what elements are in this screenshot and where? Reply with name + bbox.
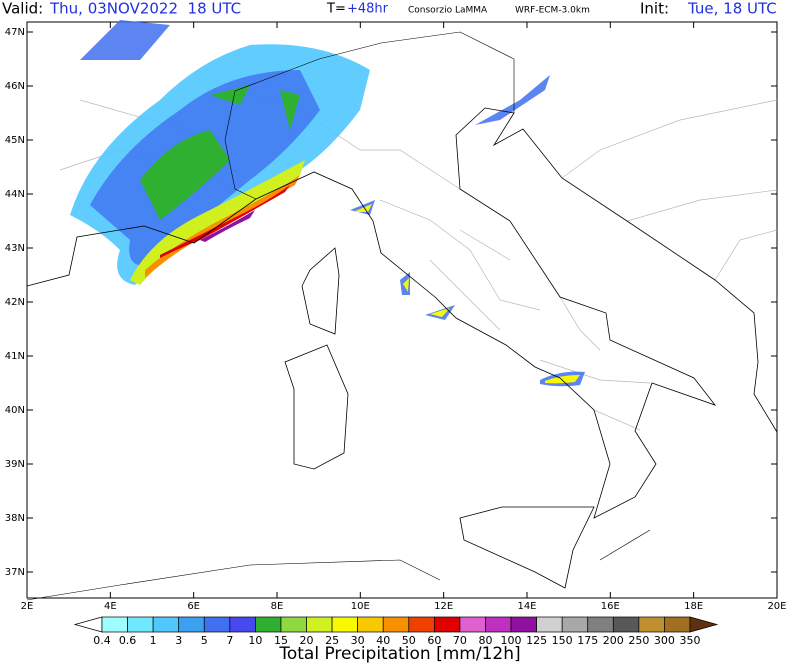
- colorbar-label: 50: [402, 634, 416, 647]
- precipitation: [70, 20, 585, 387]
- center-name: Consorzio LaMMA: [408, 6, 488, 16]
- lon-label: 8E: [271, 601, 284, 612]
- init-time: Tue, 18 UTC: [687, 0, 777, 18]
- model-name: WRF-ECM-3.0km: [515, 6, 590, 16]
- lat-label: 37N: [5, 567, 25, 578]
- colorbar-label: 10: [248, 634, 262, 647]
- lon-label: 18E: [684, 601, 703, 612]
- lon-label: 4E: [104, 601, 117, 612]
- lon-label: 2E: [21, 601, 34, 612]
- colorbar-box: [382, 616, 410, 633]
- map: [26, 20, 778, 601]
- colorbar-box: [561, 616, 589, 633]
- axes: 47N 46N 45N 44N 43N 42N 41N 40N 39N 38N 37N 2E 4E 6E 8…: [5, 22, 786, 612]
- lat-label: 43N: [5, 243, 25, 254]
- colorbar-box: [459, 616, 486, 633]
- colorbar-label: 250: [628, 634, 649, 647]
- lat-label: 46N: [5, 81, 25, 92]
- init-label: Init:: [640, 0, 669, 18]
- lat-label: 44N: [5, 189, 25, 200]
- colorbar-box: [408, 616, 435, 633]
- coastlines: [26, 31, 778, 601]
- lat-label: 42N: [5, 297, 25, 308]
- colorbar-label: 350: [680, 634, 701, 647]
- colorbar-label: 200: [603, 634, 624, 647]
- colorbar-box: [638, 616, 665, 633]
- colorbar: 0.4 0.6 1 3 5 7 10 15 20 25 30 40 50 60 70 80 100 125 150 1…: [73, 616, 719, 647]
- colorbar-box: [127, 616, 154, 633]
- t-label: T=: [326, 2, 346, 17]
- colorbar-box: [280, 616, 307, 633]
- colorbar-label: 80: [478, 634, 492, 647]
- map-frame: [26, 21, 778, 599]
- colorbar-box: [178, 616, 205, 633]
- colorbar-box: [485, 616, 512, 633]
- colorbar-label: 150: [552, 634, 573, 647]
- colorbar-label: 15: [274, 634, 288, 647]
- lat-label: 40N: [5, 405, 25, 416]
- colorbar-box: [612, 616, 640, 633]
- colorbar-box: [357, 616, 384, 633]
- lat-label: 39N: [5, 459, 25, 470]
- colorbar-box: [331, 616, 359, 633]
- lat-label: 45N: [5, 135, 25, 146]
- lon-label: 12E: [434, 601, 453, 612]
- colorbar-label: 5: [201, 634, 208, 647]
- valid-time: Thu, 03NOV2022 18 UTC: [49, 0, 241, 18]
- colorbar-title: Total Precipitation [mm/12h]: [278, 644, 520, 664]
- colorbar-label: 30: [351, 634, 365, 647]
- lon-label: 6E: [187, 601, 200, 612]
- colorbar-box: [203, 616, 231, 633]
- colorbar-label: 7: [226, 634, 233, 647]
- colorbar-box: [255, 616, 282, 633]
- lon-label: 14E: [517, 601, 536, 612]
- colorbar-box: [433, 616, 461, 633]
- lat-label: 38N: [5, 513, 25, 524]
- colorbar-arrow: [73, 616, 103, 633]
- colorbar-box: [510, 616, 537, 633]
- colorbar-box: [152, 616, 180, 633]
- lon-label: 20E: [767, 601, 786, 612]
- colorbar-box: [306, 616, 333, 633]
- colorbar-box: [536, 616, 563, 633]
- colorbar-label: 100: [501, 634, 522, 647]
- colorbar-box: [664, 616, 691, 633]
- colorbar-label: 175: [577, 634, 598, 647]
- colorbar-box: [101, 616, 128, 633]
- lon-label: 10E: [351, 601, 370, 612]
- colorbar-label: 300: [654, 634, 675, 647]
- colorbar-label: 1: [150, 634, 157, 647]
- colorbar-label: 20: [300, 634, 314, 647]
- valid-label: Valid:: [2, 0, 43, 18]
- lon-label: 16E: [601, 601, 620, 612]
- colorbar-label: 25: [325, 634, 339, 647]
- lat-label: 47N: [5, 27, 25, 38]
- colorbar-label: 60: [427, 634, 441, 647]
- colorbar-label: 3: [175, 634, 182, 647]
- colorbar-arrow: [689, 616, 719, 633]
- colorbar-label: 125: [526, 634, 547, 647]
- lat-label: 41N: [5, 351, 25, 362]
- t-value: +48hr: [347, 2, 389, 17]
- colorbar-box: [229, 616, 256, 633]
- colorbar-label: 40: [376, 634, 390, 647]
- colorbar-label: 0.4: [93, 634, 111, 647]
- colorbar-label: 0.6: [119, 634, 137, 647]
- colorbar-box: [587, 616, 614, 633]
- colorbar-label: 70: [453, 634, 467, 647]
